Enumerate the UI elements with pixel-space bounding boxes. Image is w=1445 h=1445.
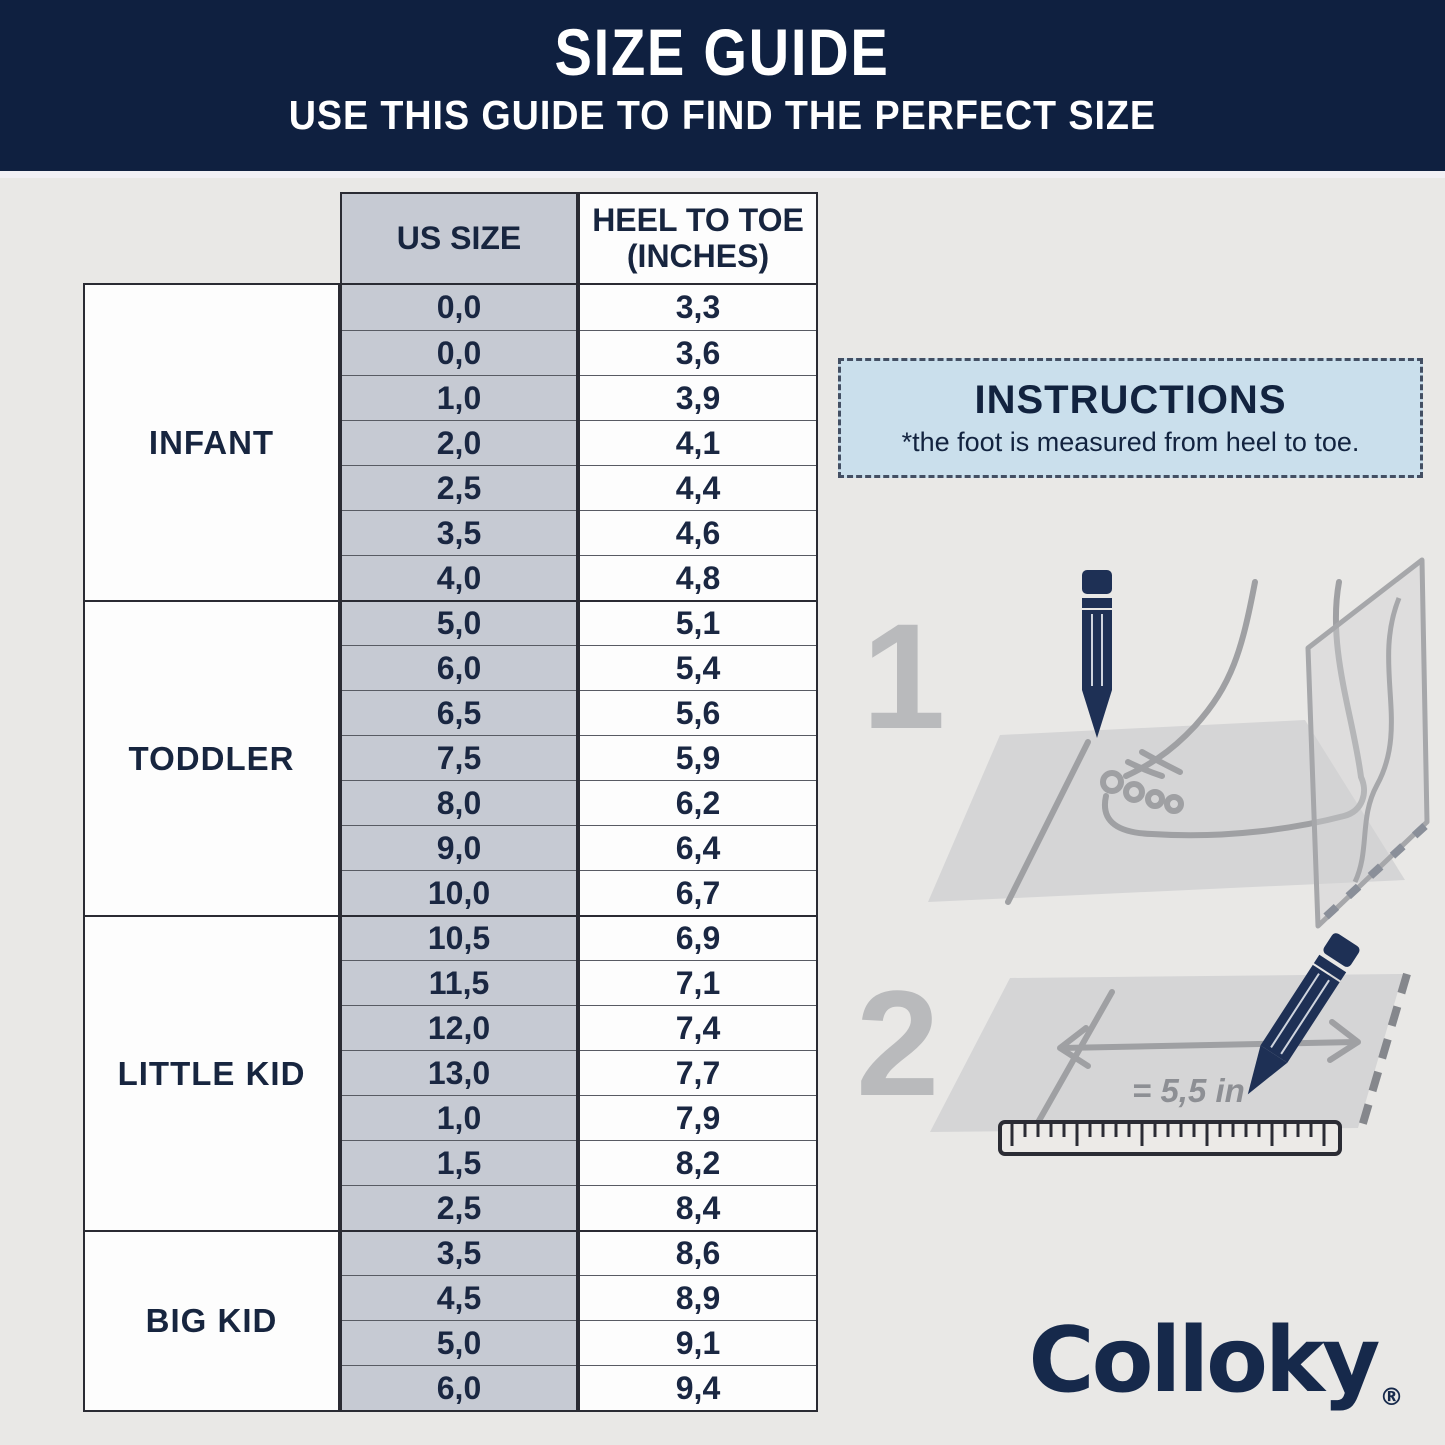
heel-to-toe-cell: 3,9 [580, 375, 816, 420]
heel-to-toe-cell: 3,6 [580, 330, 816, 375]
group-label-big-kid: BIG KID [85, 1230, 338, 1410]
us-size-column: US SIZE 0,0 0,0 1,0 2,0 2,5 3,5 4,0 5,0 6,0 6,5 7,… [340, 192, 578, 1412]
us-size-cell: 8,0 [342, 780, 576, 825]
measurement-label: = 5,5 in [1132, 1072, 1245, 1109]
us-size-cell: 5,0 [342, 1320, 576, 1365]
heel-to-toe-cell: 8,2 [580, 1140, 816, 1185]
heel-to-toe-cell: 4,8 [580, 555, 816, 600]
step-1-illustration: 1 [862, 557, 1430, 929]
registered-mark: ® [1379, 1383, 1404, 1411]
paper-sheet-icon [928, 720, 1405, 902]
us-size-cell: 6,5 [342, 690, 576, 735]
page-subtitle: USE THIS GUIDE TO FIND THE PERFECT SIZE [0, 90, 1445, 139]
heel-to-toe-cell: 5,6 [580, 690, 816, 735]
heel-to-toe-cell: 9,4 [580, 1365, 816, 1410]
heel-to-toe-cell: 5,9 [580, 735, 816, 780]
us-size-cell: 2,5 [342, 465, 576, 510]
cut-edge-dashes [1357, 972, 1411, 1132]
heel-to-toe-column: HEEL TO TOE (INCHES) 3,3 3,6 3,9 4,1 4,4 4,6 4… [578, 192, 818, 1412]
us-size-cell: 6,0 [342, 1365, 576, 1410]
heel-to-toe-cell: 6,4 [580, 825, 816, 870]
group-label-toddler: TODDLER [85, 600, 338, 915]
group-label-little-kid: LITTLE KID [85, 915, 338, 1230]
us-size-cell: 5,0 [342, 600, 576, 645]
us-size-cell: 1,0 [342, 375, 576, 420]
pencil-icon [1247, 933, 1360, 1095]
heel-to-toe-cell: 4,1 [580, 420, 816, 465]
us-size-cell: 0,0 [436, 289, 482, 325]
us-size-cell: 11,5 [342, 960, 576, 1005]
foot-icon [1100, 579, 1367, 839]
heel-to-toe-cell: 8,9 [580, 1275, 816, 1320]
us-size-cell: 1,0 [342, 1095, 576, 1140]
heel-to-toe-cell: 5,1 [580, 600, 816, 645]
group-label-infant: INFANT [85, 285, 338, 600]
measure-arrow-icon [1057, 1019, 1361, 1069]
heel-to-toe-cell: 7,1 [580, 960, 816, 1005]
instructions-title: INSTRUCTIONS [974, 378, 1287, 422]
us-size-cell: 3,5 [342, 1230, 576, 1275]
us-size-cell: 3,5 [342, 510, 576, 555]
us-size-cell: 10,5 [342, 915, 576, 960]
heel-to-toe-cell: 7,4 [580, 1005, 816, 1050]
brand-logo: Colloky® [1015, 1308, 1415, 1413]
group-label-text: BIG KID [145, 1302, 278, 1339]
us-size-cell: 1,5 [342, 1140, 576, 1185]
heel-to-toe-cell: 4,6 [580, 510, 816, 555]
step-2-number: 2 [856, 959, 939, 1127]
heel-to-toe-cell: 6,2 [580, 780, 816, 825]
us-size-column-body: 0,0 0,0 1,0 2,0 2,5 3,5 4,0 5,0 6,0 6,5 7,5 8,0 9,0 1… [342, 285, 576, 1410]
us-size-cell: 7,5 [342, 735, 576, 780]
us-size-cell: 2,5 [342, 1185, 576, 1230]
page-title-text: SIZE GUIDE [555, 15, 890, 89]
brand-name: Colloky [1028, 1308, 1381, 1413]
heel-to-toe-cell: 4,4 [580, 465, 816, 510]
traced-line [1005, 739, 1091, 905]
us-size-header: US SIZE [342, 194, 576, 285]
heel-to-toe-cell: 7,9 [580, 1095, 816, 1140]
instructions-note: *the foot is measured from heel to toe. [901, 427, 1360, 457]
page-title: SIZE GUIDE [0, 0, 1445, 90]
ruler-icon [998, 1120, 1342, 1156]
heel-to-toe-header-text: HEEL TO TOE (INCHES) [592, 201, 804, 274]
step-2-illustration: 2 = 5,5 in [856, 933, 1411, 1156]
group-label-text: LITTLE KID [117, 1054, 306, 1092]
heel-to-toe-header: HEEL TO TOE (INCHES) [580, 194, 816, 285]
heel-column-body: 3,3 3,6 3,9 4,1 4,4 4,6 4,8 5,1 5,4 5,6 5,9 6,2 6,4 6… [580, 285, 816, 1410]
heel-to-toe-cell: 7,7 [580, 1050, 816, 1095]
us-size-cell: 12,0 [342, 1005, 576, 1050]
us-size-cell: 2,0 [342, 420, 576, 465]
us-size-cell: 4,5 [342, 1275, 576, 1320]
size-guide-banner: SIZE GUIDE USE THIS GUIDE TO FIND THE PE… [0, 0, 1445, 171]
heel-to-toe-cell: 3,3 [675, 289, 721, 325]
heel-to-toe-cell: 5,4 [580, 645, 816, 690]
us-size-cell: 0,0 [342, 330, 576, 375]
instructions-box: INSTRUCTIONS *the foot is measured from … [838, 358, 1423, 478]
heel-to-toe-cell: 6,9 [580, 915, 816, 960]
heel-to-toe-cell: 8,6 [580, 1230, 816, 1275]
us-size-cell: 6,0 [342, 645, 576, 690]
pencil-icon [1082, 570, 1112, 738]
size-group-column: INFANT TODDLER LITTLE KID BIG KID [83, 283, 340, 1412]
heel-to-toe-cell: 6,7 [580, 870, 816, 915]
us-size-cell: 13,0 [342, 1050, 576, 1095]
us-size-header-text: US SIZE [396, 219, 522, 256]
ruler-ticks [1010, 1124, 1326, 1146]
page-subtitle-text: USE THIS GUIDE TO FIND THE PERFECT SIZE [288, 92, 1157, 138]
banner-divider [0, 171, 1445, 178]
heel-to-toe-cell: 8,4 [580, 1185, 816, 1230]
us-size-cell: 10,0 [342, 870, 576, 915]
group-label-text: INFANT [148, 423, 275, 461]
step-1-number: 1 [862, 592, 945, 760]
heel-to-toe-cell: 9,1 [580, 1320, 816, 1365]
us-size-cell: 9,0 [342, 825, 576, 870]
us-size-cell: 4,0 [342, 555, 576, 600]
wall-icon [1305, 557, 1430, 929]
group-label-text: TODDLER [128, 739, 295, 777]
